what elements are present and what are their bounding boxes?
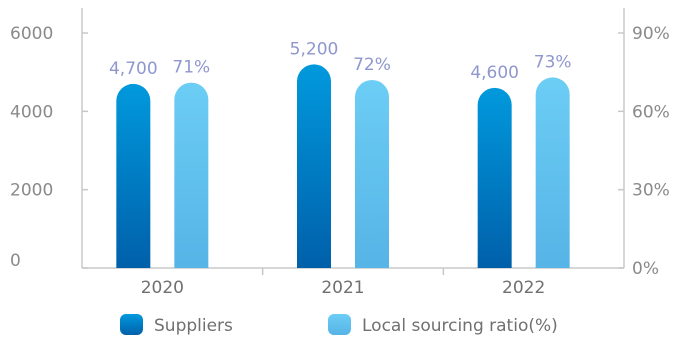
bar-local-sourcing-2022 bbox=[535, 77, 570, 269]
x-tick-label-2022: 2022 bbox=[502, 278, 545, 298]
legend-swatch-suppliers bbox=[120, 314, 143, 335]
bar-suppliers-2021 bbox=[297, 64, 331, 268]
bar-suppliers-2020 bbox=[116, 83, 151, 268]
y-left-tick-label: 2000 bbox=[10, 181, 53, 201]
y-left-tick-label: 6000 bbox=[10, 24, 53, 44]
data-label-local-sourcing-2020: 71% bbox=[172, 58, 210, 78]
legend-swatch-local-sourcing bbox=[328, 314, 351, 335]
data-label-suppliers-2021: 5,200 bbox=[290, 39, 339, 59]
bar-suppliers-2022 bbox=[477, 87, 512, 268]
legend-label-suppliers: Suppliers bbox=[154, 316, 233, 336]
y-left-tick-label: 4000 bbox=[10, 102, 53, 122]
data-label-local-sourcing-2021: 72% bbox=[353, 55, 391, 75]
x-tick-label-2021: 2021 bbox=[321, 278, 364, 298]
x-tick-label-2020: 2020 bbox=[141, 278, 184, 298]
y-right-tick-label: 0% bbox=[632, 259, 659, 279]
bar-local-sourcing-2020 bbox=[174, 82, 209, 268]
data-label-suppliers-2022: 4,600 bbox=[470, 63, 519, 83]
y-right-tick-label: 60% bbox=[632, 102, 670, 122]
data-label-suppliers-2020: 4,700 bbox=[109, 59, 158, 79]
y-right-tick-label: 90% bbox=[632, 24, 670, 44]
data-label-local-sourcing-2022: 73% bbox=[534, 52, 572, 72]
legend-label-local-sourcing: Local sourcing ratio(%) bbox=[362, 316, 558, 336]
y-left-tick-label: 0 bbox=[10, 251, 21, 271]
y-right-tick-label: 30% bbox=[632, 181, 670, 201]
bar-local-sourcing-2021 bbox=[355, 80, 389, 268]
